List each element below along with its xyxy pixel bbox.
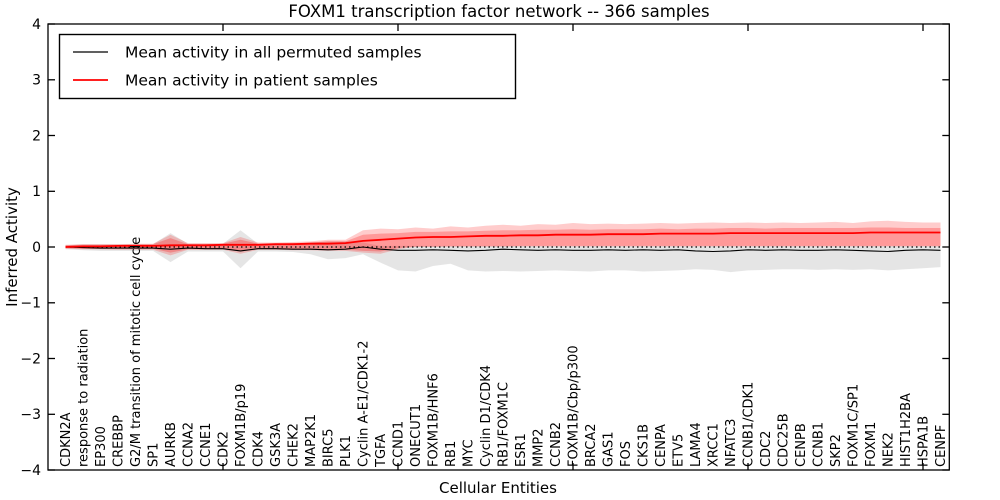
series-lines-layer [65, 231, 941, 253]
x-entity-label: CCNB1/CDK1 [742, 382, 757, 467]
x-entity-label: CDK4 [252, 431, 267, 467]
x-entity-label: PLK1 [339, 435, 354, 467]
band-permuted-range [65, 230, 941, 273]
series-line-0 [65, 246, 941, 253]
x-entity-label: CENPB [794, 423, 809, 467]
x-entity-label: CHEK2 [287, 423, 302, 467]
y-axis-label: Inferred Activity [3, 187, 21, 307]
y-tick-label: 3 [32, 73, 41, 89]
y-tick-label: 0 [32, 240, 41, 256]
x-entity-label: CCNB1 [812, 422, 827, 467]
x-entity-label: CREBBP [112, 415, 127, 467]
x-entity-label: Cyclin A-E1/CDK1-2 [357, 340, 372, 467]
legend-label-patient: Mean activity in patient samples [125, 72, 378, 90]
x-entity-label: NEK2 [882, 432, 897, 467]
x-entity-label: FOXM1B/p19 [234, 384, 249, 467]
x-entity-label: FOXM1 [864, 422, 879, 467]
x-entity-label: response to radiation [77, 329, 92, 467]
x-entity-label: HIST1H2BA [899, 393, 914, 467]
x-entity-label: ETV5 [672, 434, 687, 467]
x-axis-label: Cellular Entities [439, 479, 557, 497]
x-entity-label: CCND1 [392, 421, 407, 467]
x-entity-label: FOXM1B/Cbp/p300 [567, 345, 582, 467]
legend: Mean activity in all permuted samples Me… [58, 33, 517, 100]
x-entity-label: ONECUT1 [409, 404, 424, 467]
x-entity-label: RB1/FOXM1C [497, 382, 512, 467]
x-entity-label: FOXM1B/HNF6 [427, 373, 442, 467]
y-tick-label: 4 [32, 17, 41, 33]
x-entity-label: BIRC5 [322, 429, 337, 468]
x-entity-label: EP300 [94, 426, 109, 467]
chart-title: FOXM1 transcription factor network -- 36… [288, 2, 709, 21]
x-entity-label: Cyclin D1/CDK4 [479, 365, 494, 467]
x-entity-label: AURKB [164, 422, 179, 467]
x-entity-label: FOXM1C/SP1 [847, 384, 862, 467]
x-entity-label: CCNB2 [549, 422, 564, 467]
x-entity-label: CKS1B [637, 424, 652, 467]
y-tick-label: −1 [20, 296, 41, 312]
y-tick-labels: −4 −3 −2 −1 0 1 2 3 4 [20, 17, 41, 479]
y-tick-label: −2 [20, 351, 41, 367]
legend-label-permuted: Mean activity in all permuted samples [125, 44, 422, 62]
x-entity-label: LAMA4 [689, 422, 704, 467]
x-entity-label: BRCA2 [584, 423, 599, 467]
x-entity-label: CDK2 [217, 431, 232, 467]
x-entity-label: CDC25B [777, 413, 792, 467]
y-tick-label: 2 [32, 128, 41, 144]
x-entity-label: SKP2 [829, 434, 844, 467]
x-entity-label: SP1 [147, 443, 162, 467]
y-tick-label: 1 [32, 184, 41, 200]
x-entity-label: RB1 [444, 441, 459, 467]
x-entity-labels: CDKN2A response to radiation EP300 CREBBP G2… [59, 237, 949, 468]
x-entity-label: CCNA2 [182, 422, 197, 467]
x-entity-label: CCNE1 [199, 423, 214, 467]
legend-box [58, 33, 517, 100]
x-entity-label: FOS [619, 441, 634, 467]
x-entity-label: XRCC1 [707, 423, 722, 467]
x-entity-label: NFATC3 [724, 419, 739, 467]
x-entity-label: MMP2 [532, 428, 547, 467]
x-entity-label: CENPF [934, 425, 949, 467]
y-tick-label: −4 [20, 463, 41, 479]
x-entity-label: G2/M transition of mitotic cell cycle [129, 237, 144, 467]
ticks-layer [48, 23, 950, 471]
x-entity-label: HSPA1B [917, 416, 932, 467]
x-entity-label: CDC2 [759, 431, 774, 467]
x-entity-label: GAS1 [602, 432, 617, 468]
x-entity-label: MYC [462, 439, 477, 467]
x-entity-label: MAP2K1 [304, 414, 319, 467]
x-entity-label: CDKN2A [59, 412, 74, 467]
series-line-1 [65, 231, 941, 248]
x-entity-label: ESR1 [514, 433, 529, 467]
y-tick-label: −3 [20, 407, 41, 423]
x-entity-label: GSK3A [269, 423, 284, 467]
x-entity-label: TGFA [374, 434, 389, 468]
x-entity-label: CENPA [654, 424, 669, 467]
band-patient-range-outer [65, 220, 941, 256]
